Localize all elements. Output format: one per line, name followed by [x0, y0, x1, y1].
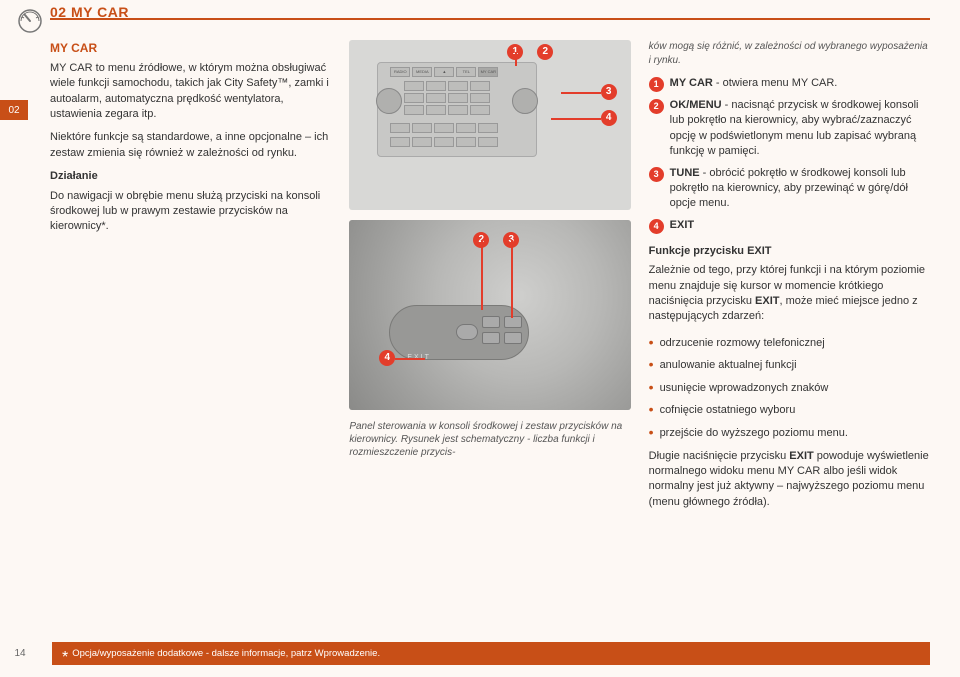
section-tab: 02 — [0, 100, 28, 120]
paragraph: Długie naciśnięcie przycisku EXIT powodu… — [649, 449, 930, 511]
column-right: ków mogą się różnić, w zależności od wyb… — [649, 40, 930, 627]
steering-wheel-figure: 2 3 4 EXIT — [349, 220, 630, 410]
bullet-item: usunięcie wprowadzonych znaków — [649, 378, 930, 398]
figure-caption: Panel sterowania w konsoli środkowej i z… — [349, 420, 630, 459]
paragraph: Niektóre funkcje są standardowe, a inne … — [50, 130, 331, 161]
paragraph: Zależnie od tego, przy której funkcji i … — [649, 263, 930, 325]
page-header-title: 02 MY CAR — [50, 4, 129, 20]
list-item: 2 OK/MENU - nacisnąć przycisk w środkowe… — [649, 98, 930, 160]
header-rule — [50, 18, 930, 20]
bullet-list: odrzucenie rozmowy telefonicznej anulowa… — [649, 333, 930, 443]
bullet-item: anulowanie aktualnej funkcji — [649, 355, 930, 375]
callout-4: 4 — [601, 110, 617, 126]
callout-3: 3 — [601, 84, 617, 100]
subheading: Funkcje przycisku EXIT — [649, 244, 930, 259]
bullet-item: przejście do wyższego poziomu menu. — [649, 423, 930, 443]
num-badge-3: 3 — [649, 167, 664, 182]
callout-2: 2 — [537, 44, 553, 60]
tune-knob-icon — [512, 88, 538, 114]
volume-knob-icon — [376, 88, 402, 114]
footnote-bar: * Opcja/wyposażenie dodatkowe - dalsze i… — [52, 642, 930, 665]
list-item: 1 MY CAR - otwiera menu MY CAR. — [649, 76, 930, 92]
footnote-text: Opcja/wyposażenie dodatkowe - dalsze inf… — [72, 648, 380, 659]
section-title: MY CAR — [50, 40, 331, 57]
page-number: 14 — [0, 648, 40, 659]
bullet-item: cofnięcie ostatniego wyboru — [649, 400, 930, 420]
num-badge-2: 2 — [649, 99, 664, 114]
paragraph: Do nawigacji w obrębie menu służą przyci… — [50, 189, 331, 235]
page-footer: 14 * Opcja/wyposażenie dodatkowe - dalsz… — [0, 642, 930, 665]
console-panel: RADIOMEDIA▲TELMY CAR — [377, 62, 537, 157]
num-badge-1: 1 — [649, 77, 664, 92]
num-badge-4: 4 — [649, 219, 664, 234]
bullet-item: odrzucenie rozmowy telefonicznej — [649, 333, 930, 353]
caption-continued: ków mogą się różnić, w zależności od wyb… — [649, 40, 930, 68]
list-item: 3 TUNE - obrócić pokrętło w środkowej ko… — [649, 166, 930, 212]
list-item: 4 EXIT — [649, 218, 930, 234]
gauge-icon — [16, 6, 44, 34]
column-middle: RADIOMEDIA▲TELMY CAR 1 2 3 4 — [349, 40, 630, 627]
paragraph: MY CAR to menu źródłowe, w którym można … — [50, 61, 331, 123]
console-figure: RADIOMEDIA▲TELMY CAR 1 2 3 4 — [349, 40, 630, 210]
content-area: MY CAR MY CAR to menu źródłowe, w którym… — [50, 40, 930, 627]
subheading: Działanie — [50, 169, 331, 184]
column-left: MY CAR MY CAR to menu źródłowe, w którym… — [50, 40, 331, 627]
